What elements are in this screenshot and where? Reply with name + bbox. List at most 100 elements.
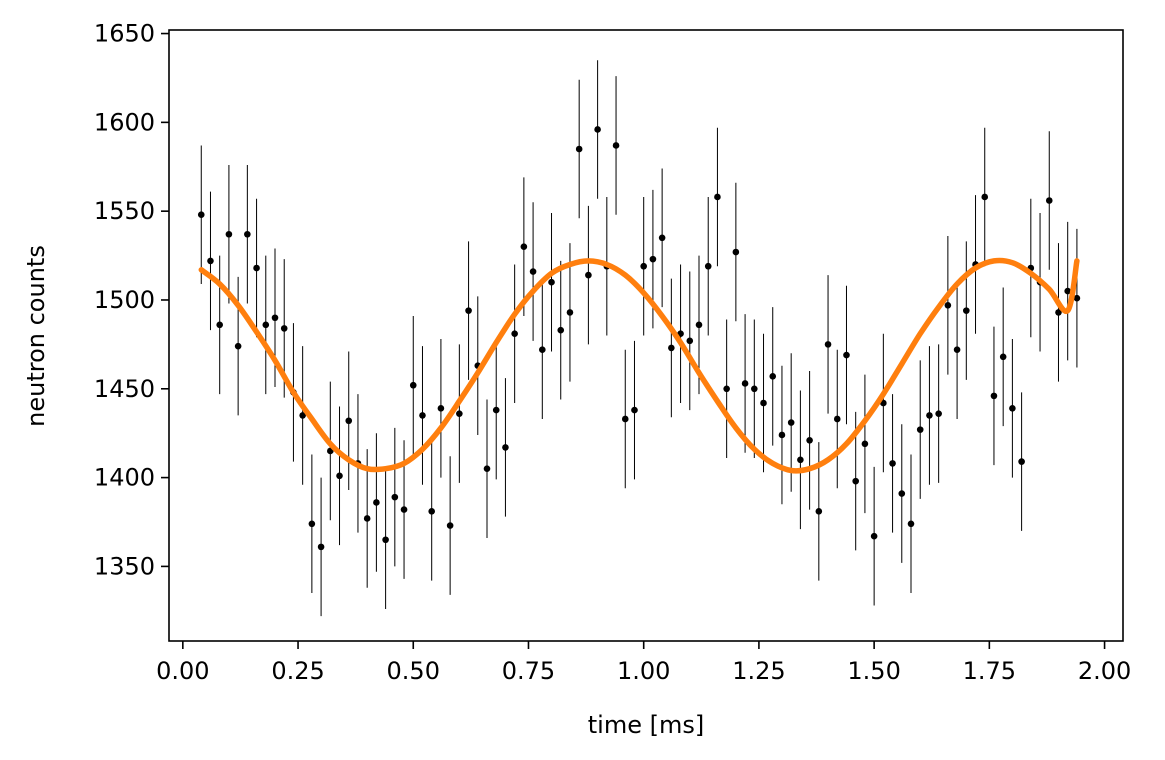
data-point xyxy=(520,243,528,250)
data-point xyxy=(363,515,371,522)
data-point xyxy=(557,326,565,334)
data-point xyxy=(437,405,445,412)
data-point xyxy=(907,520,915,528)
data-point xyxy=(631,406,638,414)
data-point xyxy=(797,456,804,464)
x-tick-label: 0.00 xyxy=(156,657,209,685)
data-point xyxy=(658,234,666,242)
x-tick-label: 2.00 xyxy=(1078,657,1131,685)
data-point xyxy=(668,344,675,352)
data-point xyxy=(778,431,786,439)
data-point xyxy=(751,385,758,393)
data-point xyxy=(981,193,989,201)
y-tick-label: 1450 xyxy=(94,375,155,403)
data-point xyxy=(280,325,288,332)
data-point xyxy=(391,493,399,501)
data-point xyxy=(262,321,270,329)
y-tick-label: 1550 xyxy=(94,197,155,225)
data-point xyxy=(621,415,629,423)
data-point xyxy=(861,440,869,448)
data-point xyxy=(649,255,657,263)
data-point xyxy=(1018,458,1025,465)
data-point xyxy=(409,381,417,389)
data-point xyxy=(999,353,1007,361)
data-point xyxy=(852,477,859,485)
data-point xyxy=(741,380,749,387)
data-point xyxy=(833,415,841,423)
data-point xyxy=(1045,197,1053,204)
data-point xyxy=(299,412,306,419)
data-point xyxy=(1055,309,1062,316)
data-point xyxy=(787,419,795,426)
data-point xyxy=(400,506,408,513)
data-point xyxy=(529,268,537,275)
data-point xyxy=(373,499,380,506)
data-point xyxy=(953,346,961,354)
y-tick-label: 1600 xyxy=(94,108,155,136)
data-point xyxy=(456,410,463,417)
data-point xyxy=(492,406,500,414)
data-point xyxy=(585,271,592,279)
x-tick-label: 0.50 xyxy=(387,657,440,685)
plot-frame xyxy=(168,29,1124,642)
x-tick-label: 0.75 xyxy=(502,657,555,685)
x-tick-label: 1.75 xyxy=(963,657,1016,685)
data-point xyxy=(271,314,279,322)
data-point xyxy=(695,321,703,329)
data-point xyxy=(446,522,454,529)
data-point xyxy=(594,126,601,133)
data-point xyxy=(308,520,316,528)
fit-curve xyxy=(198,257,1080,474)
data-point xyxy=(548,278,555,286)
data-point xyxy=(465,307,472,314)
data-point xyxy=(704,262,712,270)
data-point xyxy=(197,211,205,219)
x-tick-label: 1.50 xyxy=(847,657,900,685)
data-point xyxy=(815,508,823,515)
data-point xyxy=(345,417,353,425)
data-point xyxy=(253,264,260,272)
data-point xyxy=(216,321,223,329)
data-point xyxy=(824,341,832,348)
x-tick-label: 1.00 xyxy=(617,657,670,685)
data-point xyxy=(511,330,518,338)
data-point xyxy=(1064,287,1071,295)
data-point xyxy=(234,342,242,350)
data-point xyxy=(575,145,583,153)
data-point xyxy=(963,307,970,314)
data-point xyxy=(870,532,878,540)
data-point xyxy=(889,460,896,467)
plot-marks xyxy=(197,60,1081,617)
data-point xyxy=(686,337,694,345)
data-point xyxy=(502,444,509,451)
data-point xyxy=(419,412,426,419)
data-point xyxy=(714,193,721,201)
y-tick-label: 1350 xyxy=(94,552,155,580)
x-tick-label: 0.25 xyxy=(271,657,324,685)
data-point xyxy=(207,257,214,265)
data-point xyxy=(732,248,740,256)
y-tick-label: 1500 xyxy=(94,286,155,314)
data-point xyxy=(428,508,435,515)
data-point xyxy=(317,543,325,551)
data-point xyxy=(566,309,574,316)
data-point xyxy=(382,536,389,544)
data-point xyxy=(539,346,546,354)
data-point xyxy=(769,373,777,380)
x-axis-title: time [ms] xyxy=(588,711,704,739)
data-point xyxy=(612,142,620,149)
x-tick-label: 1.25 xyxy=(732,657,785,685)
data-point xyxy=(990,392,998,400)
data-point xyxy=(483,465,491,473)
data-point xyxy=(640,262,647,270)
y-axis-title: neutron counts xyxy=(22,245,50,427)
data-point xyxy=(843,351,850,359)
data-point xyxy=(244,230,251,238)
data-point xyxy=(225,230,233,238)
data-point xyxy=(336,472,343,480)
data-point xyxy=(926,412,933,419)
data-point xyxy=(806,436,813,444)
data-point xyxy=(944,302,952,309)
axis-ticks: 0.00 0.25 0.50 0.75 1.00 1.25 1.50 1.75 2.00 1350… xyxy=(94,20,1131,685)
